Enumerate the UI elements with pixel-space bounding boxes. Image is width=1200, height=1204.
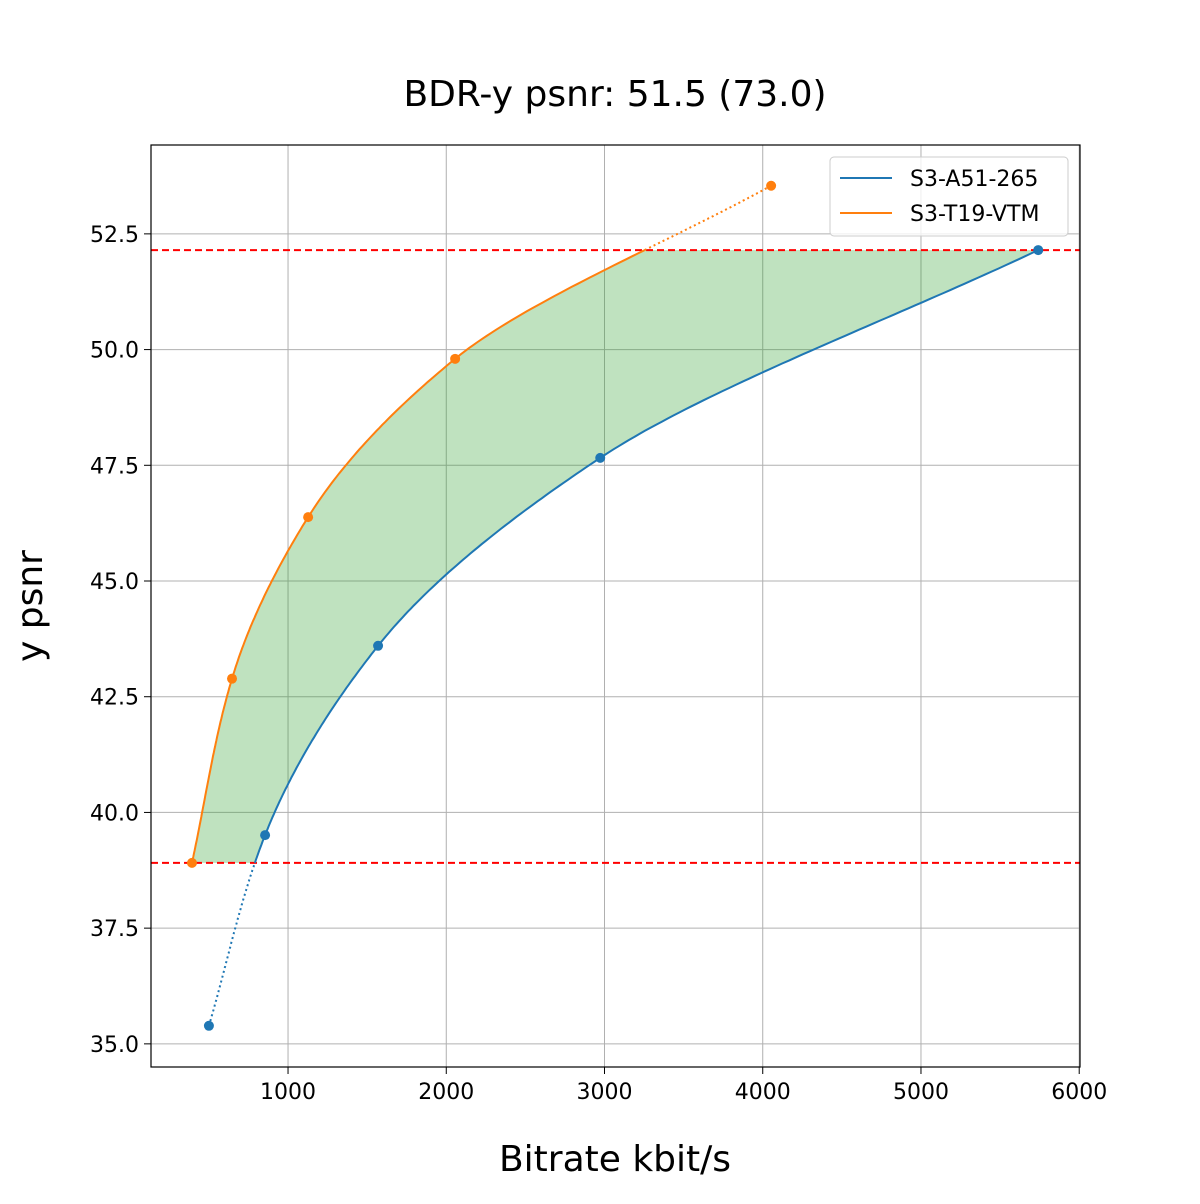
legend-frame — [829, 156, 1069, 237]
data-point-0 — [203, 1020, 214, 1031]
legend-label-0: S3-A51-265 — [910, 167, 1038, 192]
data-point-1 — [303, 512, 314, 523]
reference-lines — [151, 249, 1080, 864]
y-tick-label: 35.0 — [90, 1033, 139, 1058]
curves — [191, 184, 1039, 1027]
data-point-0 — [595, 452, 606, 463]
chart-title: BDR-y psnr: 51.5 (73.0) — [403, 74, 826, 115]
data-point-1 — [766, 180, 777, 191]
y-axis-label: y psnr — [10, 550, 51, 662]
fill-between-area — [192, 250, 1039, 863]
x-tick-label: 5000 — [893, 1080, 949, 1105]
legend: S3-A51-265 S3-T19-VTM — [829, 156, 1069, 237]
data-point-1 — [227, 673, 238, 684]
data-point-0 — [1033, 245, 1044, 256]
data-point-1 — [450, 353, 461, 364]
data-point-0 — [260, 830, 271, 841]
data-point-1 — [186, 857, 197, 868]
y-tick-label: 50.0 — [90, 339, 139, 364]
fill-area — [192, 250, 1039, 863]
series-line-1 — [191, 249, 646, 864]
ticks: 1000 2000 3000 4000 5000 6000 35.0 37.5 40.0 42.5… — [90, 223, 1107, 1105]
x-tick-label: 6000 — [1051, 1080, 1107, 1105]
x-tick-label: 1000 — [260, 1080, 316, 1105]
y-tick-label: 40.0 — [90, 801, 139, 826]
legend-label-1: S3-T19-VTM — [910, 202, 1039, 227]
x-axis-label: Bitrate kbit/s — [499, 1139, 731, 1180]
y-tick-label: 37.5 — [90, 917, 139, 942]
x-tick-label: 2000 — [418, 1080, 474, 1105]
points — [186, 180, 1044, 1031]
series-extrapolated-0 — [207, 862, 256, 1027]
y-tick-label: 47.5 — [90, 454, 139, 479]
plot-frame — [150, 144, 1081, 1068]
data-point-0 — [373, 640, 384, 651]
y-tick-label: 52.5 — [90, 223, 139, 248]
series-extrapolated-1 — [644, 184, 772, 251]
x-tick-label: 4000 — [735, 1080, 791, 1105]
x-tick-label: 3000 — [577, 1080, 633, 1105]
series-line-0 — [253, 249, 1039, 864]
y-tick-label: 45.0 — [90, 570, 139, 595]
y-tick-label: 42.5 — [90, 686, 139, 711]
